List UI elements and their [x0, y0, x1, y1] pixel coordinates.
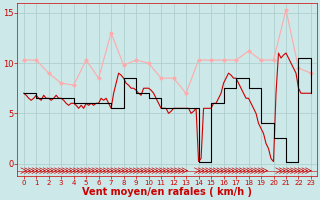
X-axis label: Vent moyen/en rafales ( km/h ): Vent moyen/en rafales ( km/h )	[82, 187, 252, 197]
